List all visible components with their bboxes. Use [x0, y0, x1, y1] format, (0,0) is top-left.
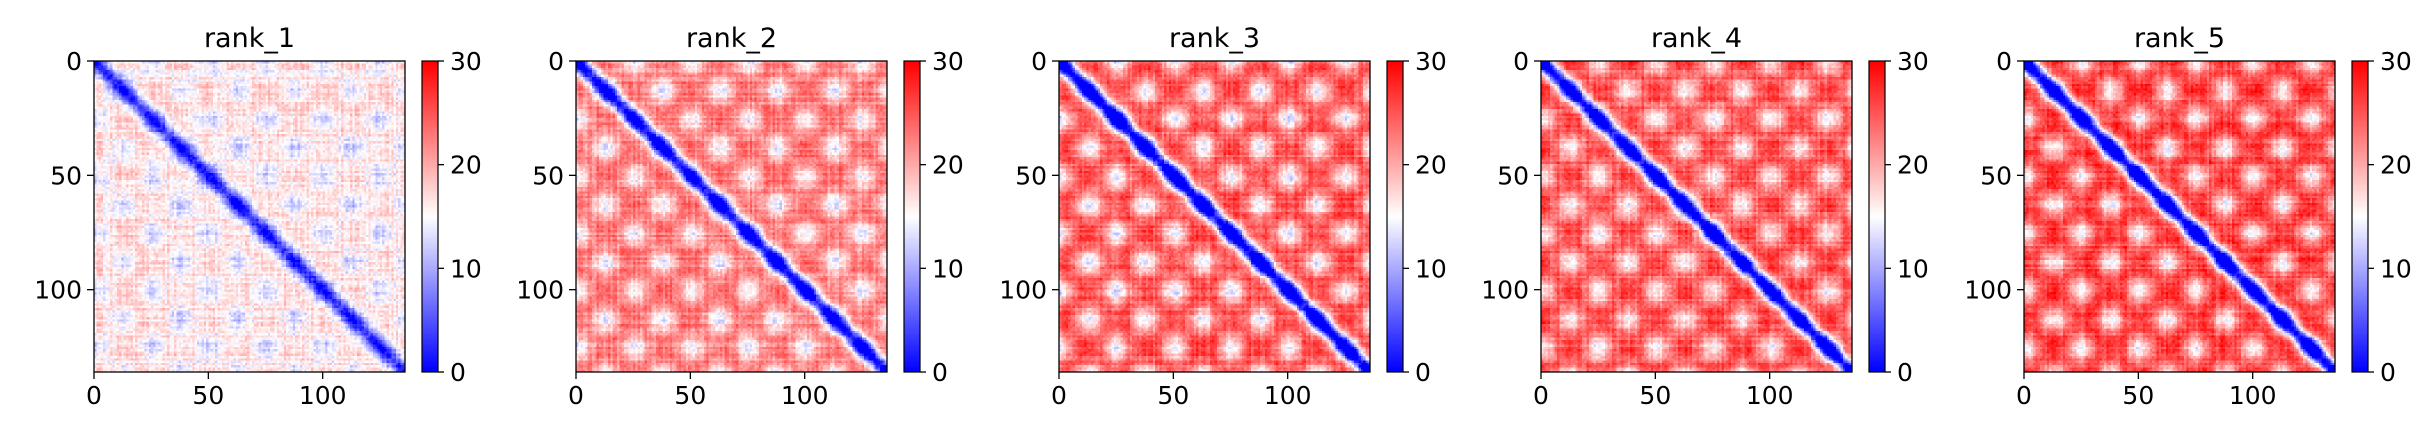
- x-tick-label: 0: [1051, 381, 1067, 410]
- colorbar-frame: [903, 60, 921, 373]
- y-tick-label: 100: [1964, 276, 2012, 305]
- colorbar-tick-label: 30: [1897, 47, 1929, 76]
- y-tick-label: 50: [1015, 161, 1047, 190]
- y-tick-label: 100: [999, 276, 1047, 305]
- colorbar-tick-label: 10: [1415, 254, 1447, 283]
- x-tick-label: 50: [1639, 381, 1671, 410]
- colorbar: [422, 61, 438, 372]
- colorbar-tick-label: 30: [450, 47, 482, 76]
- x-tick-label: 100: [299, 381, 347, 410]
- y-tick-label: 50: [1497, 161, 1529, 190]
- colorbar-tick-label: 0: [1897, 358, 1913, 387]
- heatmap-image: [2024, 61, 2335, 372]
- x-tick-label: 100: [2229, 381, 2277, 410]
- colorbar-tick-label: 20: [2380, 151, 2412, 180]
- colorbar-tick-label: 20: [1897, 151, 1929, 180]
- colorbar-tick-label: 0: [932, 358, 948, 387]
- panel-title: rank_5: [2134, 23, 2225, 54]
- heatmap-panel-1: rank_1 0 50 100 0 50 100 0 10 20 30: [34, 23, 482, 410]
- y-tick-label: 100: [516, 276, 564, 305]
- x-tick-label: 50: [192, 381, 224, 410]
- y-tick-label: 50: [50, 161, 82, 190]
- x-tick-label: 100: [1746, 381, 1794, 410]
- axes-frame: [93, 60, 406, 373]
- y-tick-label: 0: [1513, 47, 1529, 76]
- axes-frame: [1540, 60, 1853, 373]
- y-tick-label: 0: [1031, 47, 1047, 76]
- colorbar-tick-label: 20: [1415, 151, 1447, 180]
- heatmap-panel-2: rank_2 0 50 100 0 50 100 0 10 20 30: [516, 23, 964, 410]
- colorbar-tick-label: 30: [1415, 47, 1447, 76]
- colorbar-tick-label: 10: [450, 254, 482, 283]
- x-tick-label: 0: [2016, 381, 2032, 410]
- y-tick-label: 0: [66, 47, 82, 76]
- x-tick-label: 0: [86, 381, 102, 410]
- colorbar: [1387, 61, 1403, 372]
- heatmap-panel-3: rank_3 0 50 100 0 50 100 0 10 20 30: [999, 23, 1447, 410]
- x-tick-label: 100: [781, 381, 829, 410]
- colorbar-tick-label: 0: [450, 358, 466, 387]
- colorbar-tick-label: 0: [2380, 358, 2396, 387]
- colorbar-tick-label: 30: [932, 47, 964, 76]
- colorbar: [2352, 61, 2368, 372]
- axes-frame: [2023, 60, 2336, 373]
- x-tick-label: 100: [1264, 381, 1312, 410]
- panel-title: rank_4: [1651, 23, 1742, 54]
- colorbar-tick-label: 10: [932, 254, 964, 283]
- colorbar: [1869, 61, 1885, 372]
- heatmap-image: [1059, 61, 1370, 372]
- colorbar-tick-label: 30: [2380, 47, 2412, 76]
- y-tick-label: 0: [1996, 47, 2012, 76]
- x-tick-label: 0: [568, 381, 584, 410]
- y-tick-label: 50: [532, 161, 564, 190]
- colorbar-frame: [1868, 60, 1886, 373]
- colorbar-frame: [1386, 60, 1404, 373]
- heatmap-panel-5: rank_5 0 50 100 0 50 100 0 10 20 30: [1964, 23, 2412, 410]
- axes-frame: [575, 60, 888, 373]
- colorbar-frame: [421, 60, 439, 373]
- x-tick-label: 50: [674, 381, 706, 410]
- axes-frame: [1058, 60, 1371, 373]
- y-tick-label: 100: [1481, 276, 1529, 305]
- colorbar-tick-label: 20: [932, 151, 964, 180]
- y-tick-label: 50: [1980, 161, 2012, 190]
- heatmap-image: [576, 61, 887, 372]
- colorbar-tick-label: 0: [1415, 358, 1431, 387]
- colorbar-tick-label: 20: [450, 151, 482, 180]
- y-tick-label: 0: [548, 47, 564, 76]
- colorbar-frame: [2351, 60, 2369, 373]
- heatmap-image: [1541, 61, 1852, 372]
- x-tick-label: 0: [1533, 381, 1549, 410]
- x-tick-label: 50: [1157, 381, 1189, 410]
- colorbar-tick-label: 10: [2380, 254, 2412, 283]
- panel-title: rank_2: [686, 23, 777, 54]
- colorbar: [904, 61, 920, 372]
- heatmap-image: [94, 61, 405, 372]
- panel-title: rank_1: [204, 23, 295, 54]
- colorbar-tick-label: 10: [1897, 254, 1929, 283]
- panel-title: rank_3: [1169, 23, 1260, 54]
- x-tick-label: 50: [2122, 381, 2154, 410]
- heatmap-panel-4: rank_4 0 50 100 0 50 100 0 10 20 30: [1481, 23, 1929, 410]
- y-tick-label: 100: [34, 276, 82, 305]
